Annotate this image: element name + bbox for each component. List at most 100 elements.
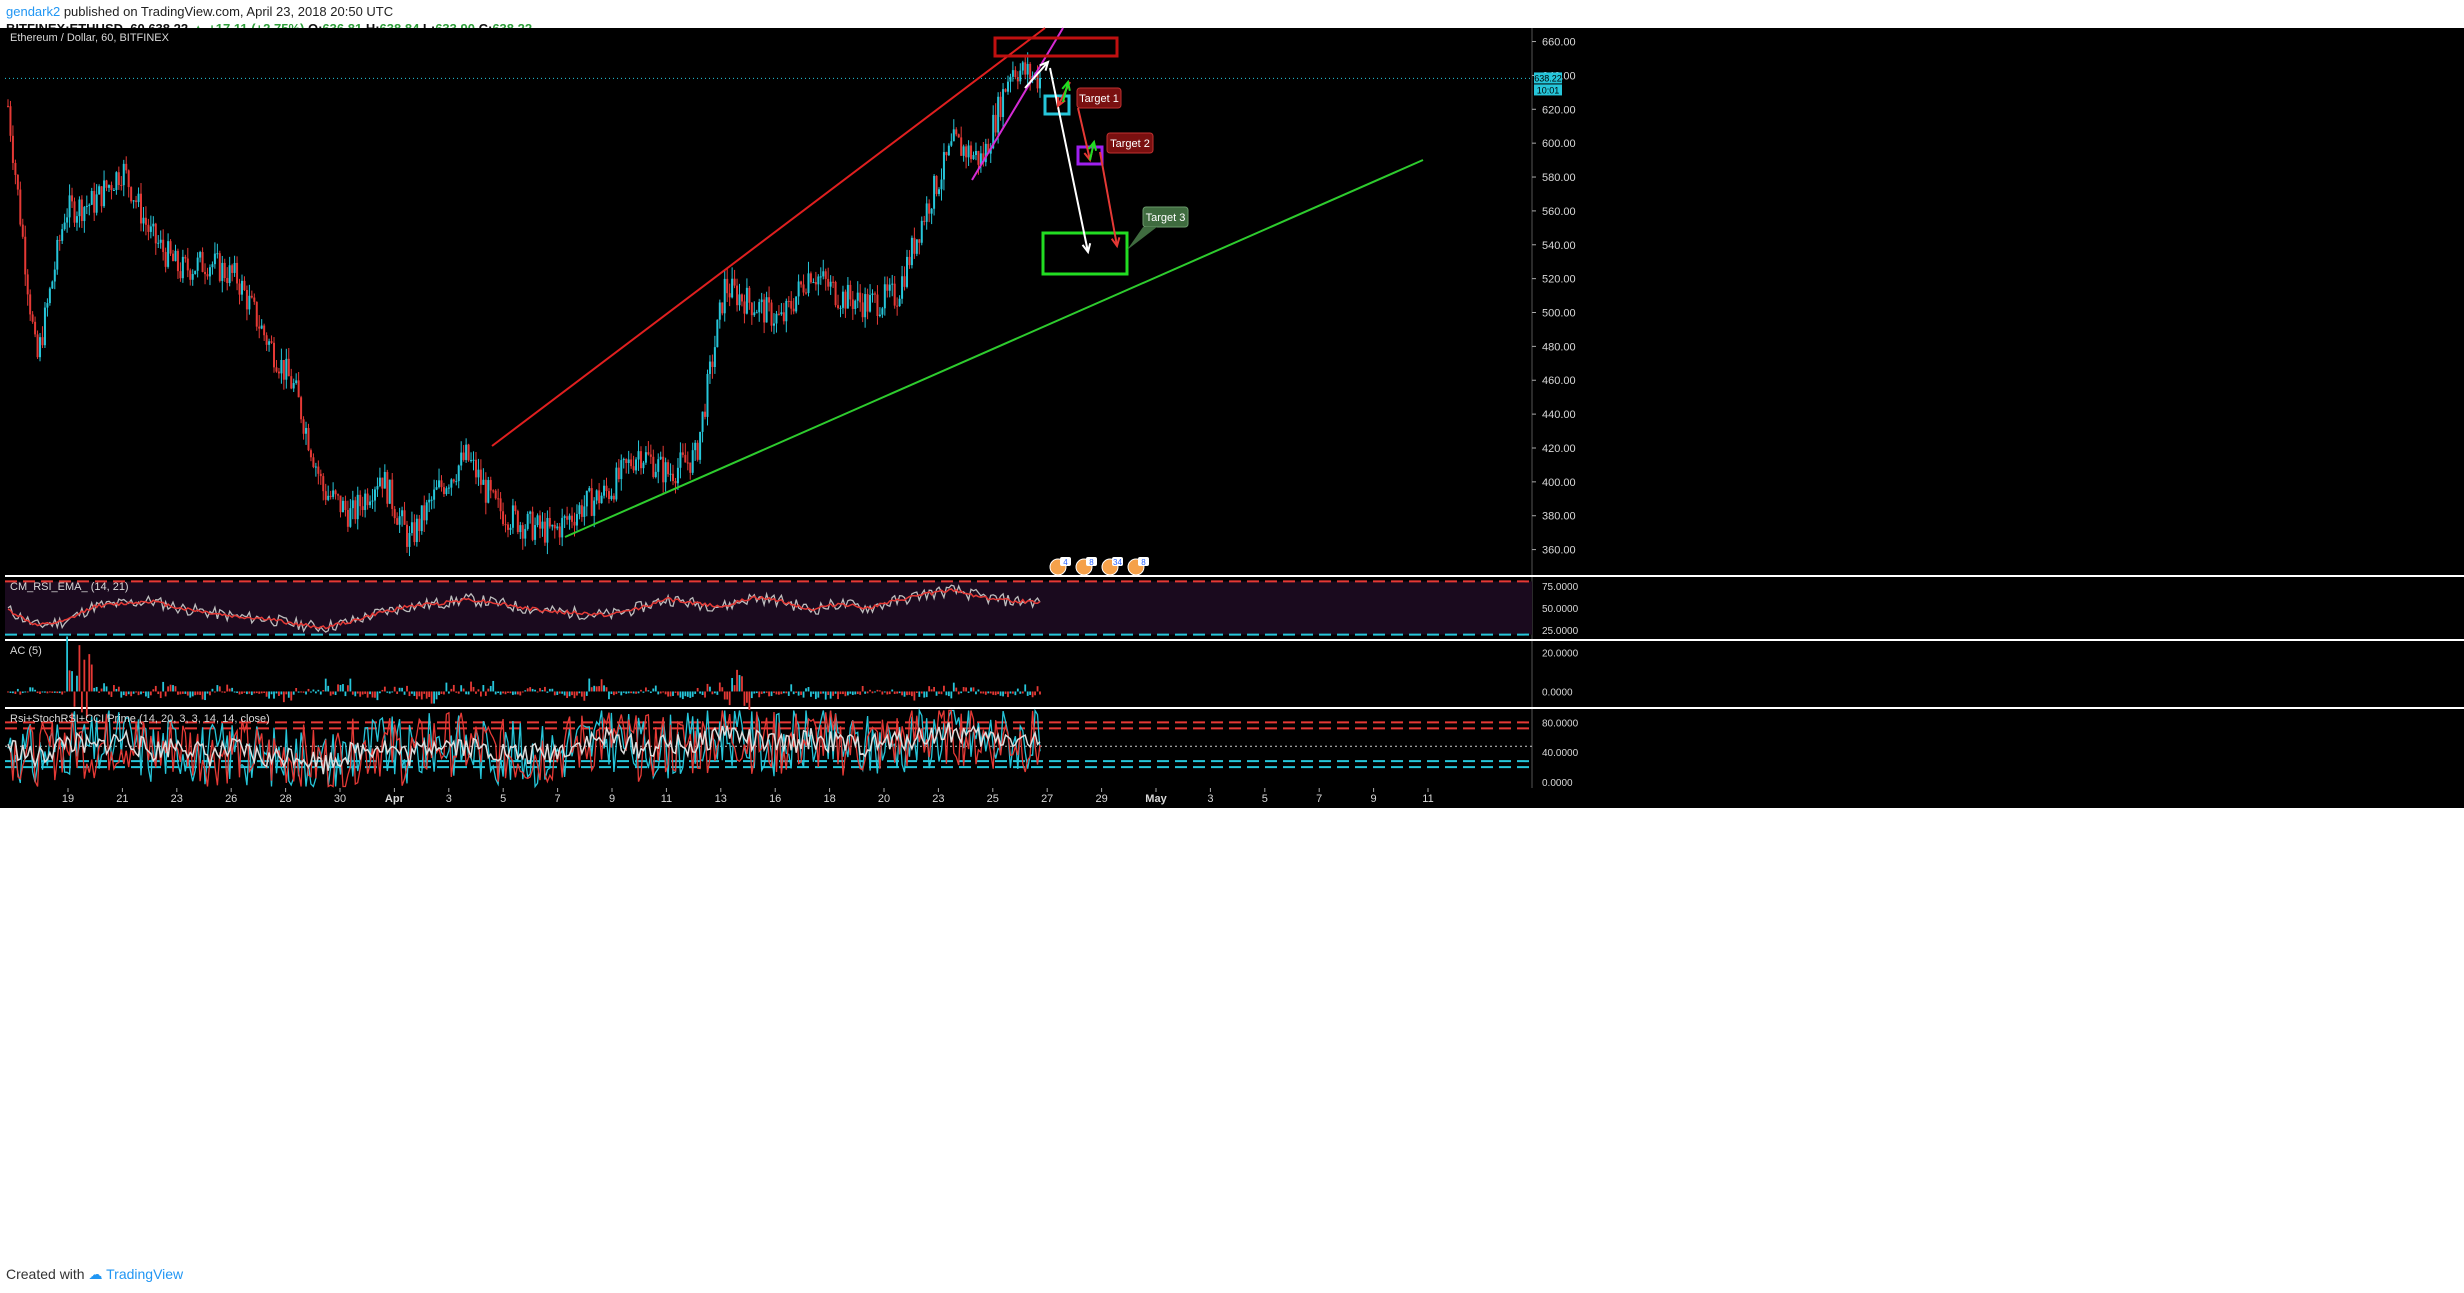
candle-body — [378, 477, 381, 487]
ac-bar — [420, 691, 423, 700]
candle-body — [699, 431, 702, 460]
candle-body — [723, 278, 726, 314]
candle-body — [494, 490, 497, 499]
ac-bar — [349, 678, 352, 692]
event-badge-count: 34 — [1113, 558, 1122, 567]
candle-body — [204, 271, 207, 275]
candle-body — [859, 292, 862, 303]
candle-body — [391, 479, 394, 510]
ac-bar — [595, 686, 598, 692]
ac-bar — [746, 691, 748, 703]
x-tick-label: 26 — [225, 793, 237, 805]
candle-body — [740, 294, 743, 302]
candle-body — [105, 180, 108, 188]
ac-bar — [226, 684, 229, 692]
ac-bar — [194, 691, 197, 696]
ac-bar — [250, 691, 253, 696]
ac-bar — [603, 685, 605, 692]
ac-bar — [893, 691, 896, 694]
ac-bar — [428, 691, 431, 698]
candle-body — [144, 217, 147, 225]
ac-bar — [39, 691, 41, 695]
ac-bar — [822, 691, 825, 694]
countdown-badge-text: 10:01 — [1537, 85, 1560, 95]
ac-bar — [674, 691, 677, 693]
candle-body — [841, 291, 844, 308]
candle-body — [125, 163, 128, 171]
candle-body — [51, 281, 54, 289]
ac-bar — [258, 691, 261, 694]
candle-body — [233, 262, 236, 273]
candle-body — [873, 293, 876, 295]
ac-bar — [625, 691, 628, 694]
candle-body — [667, 462, 670, 475]
candle-body — [270, 341, 273, 343]
red-arrow-3-head — [1110, 237, 1121, 249]
candle-body — [396, 518, 399, 525]
ac-bar — [366, 691, 369, 698]
ac-bar — [716, 691, 719, 695]
y-tick-label: 480.00 — [1542, 341, 1576, 353]
ac-bar — [132, 691, 135, 694]
candle-body — [344, 500, 347, 511]
ac-bar — [654, 685, 657, 692]
candle-body — [445, 488, 448, 495]
candle-body — [149, 226, 152, 232]
event-badge-count-bg — [1060, 557, 1071, 566]
candle-body — [179, 271, 182, 279]
ac-bar — [642, 691, 645, 693]
ac-bar — [391, 691, 394, 693]
ac-bar — [457, 691, 460, 694]
candle-body — [506, 524, 509, 530]
ac-bar — [270, 691, 273, 695]
ac-bar — [465, 691, 468, 695]
candle-body — [657, 459, 660, 472]
ac-bar — [721, 687, 724, 692]
candle-body — [346, 510, 349, 527]
candle-body — [987, 143, 990, 154]
candle-body — [758, 302, 761, 313]
candle-body — [711, 361, 714, 368]
ac-bar — [1014, 691, 1017, 696]
left-border — [0, 28, 5, 808]
publish-info: gendark2 published on TradingView.com, A… — [6, 4, 393, 19]
ac-bar — [539, 688, 541, 692]
author-link[interactable]: gendark2 — [6, 4, 61, 19]
candle-body — [930, 208, 933, 214]
y-tick-label: 380.00 — [1542, 511, 1576, 523]
ac-bar — [41, 691, 44, 693]
ac-bar — [95, 686, 98, 692]
candle-body — [194, 270, 197, 275]
pane-3-background — [5, 641, 1532, 707]
candle-body — [376, 486, 379, 490]
candle-body — [341, 500, 344, 513]
candle-body — [34, 321, 37, 335]
tradingview-link[interactable]: TradingView — [106, 1266, 184, 1282]
target-1-label: Target 1 — [1079, 93, 1119, 105]
ac-bar — [615, 691, 618, 695]
ac-bar — [164, 691, 167, 697]
rsi-ema-line — [7, 588, 1041, 630]
candle-body — [447, 487, 450, 489]
candle-body — [361, 506, 364, 511]
stoch-pane-title: Rsi+StochRSI+CCI Prime (14, 20, 3, 3, 14… — [10, 713, 270, 725]
candle-body — [950, 141, 953, 146]
candle-body — [819, 276, 822, 278]
x-tick-label: 23 — [932, 793, 944, 805]
candle-body — [120, 185, 123, 187]
ac-bar — [521, 691, 524, 693]
ac-bar — [334, 691, 337, 696]
candle-body — [869, 295, 872, 312]
ac-bar — [80, 691, 83, 713]
ac-bar — [48, 691, 51, 693]
candle-body — [519, 525, 522, 533]
candle-body — [558, 526, 561, 538]
ac-bar — [443, 691, 445, 695]
candle-body — [662, 456, 665, 483]
candle-body — [777, 313, 780, 315]
candle-body — [95, 194, 98, 213]
candle-body — [822, 271, 825, 277]
ac-bar — [896, 691, 899, 694]
x-tick-label: 7 — [555, 793, 561, 805]
